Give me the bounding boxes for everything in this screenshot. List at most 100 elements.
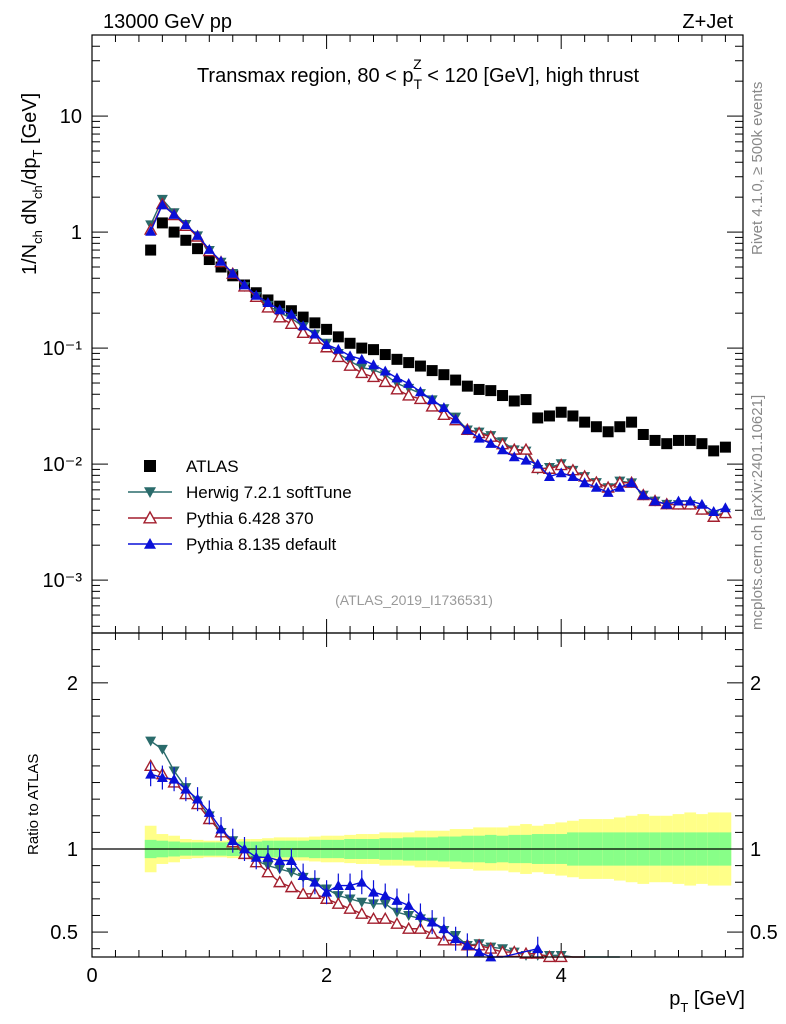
pythia-8-135-default-point — [708, 506, 720, 516]
pythia-6-428-370-ratio-point — [331, 896, 346, 909]
pythia-8-135-default-point — [532, 458, 544, 469]
atlas-point — [567, 410, 579, 422]
atlas-point — [508, 395, 520, 407]
rivet-version-label: Rivet 4.1.0, ≥ 500k events — [749, 82, 766, 255]
y-tick-label-main: 10 — [60, 106, 82, 128]
atlas-point — [321, 323, 333, 335]
atlas-point — [626, 416, 638, 428]
pythia-6-428-370-point — [343, 358, 357, 371]
pythia-8-135-default-point — [180, 219, 192, 230]
x-tick-label: 4 — [556, 965, 567, 987]
atlas-point — [684, 434, 696, 446]
pythia-8-135-default-ratio-point — [450, 933, 462, 944]
atlas-point — [168, 226, 180, 238]
atlas-point — [649, 434, 661, 446]
atlas-point — [426, 365, 438, 377]
x-axis-label: pT [GeV] — [669, 988, 745, 1015]
pythia-6-428-370-point — [718, 506, 733, 519]
ratio-panel-frame — [91, 632, 744, 958]
pythia-8-135-default-point — [227, 267, 239, 278]
legend-marker-herwig-7-2-1-softtune — [144, 487, 156, 498]
atlas-point — [391, 353, 403, 365]
pythia-6-428-370-point — [296, 326, 310, 339]
pythia-8-135-default-point — [262, 297, 274, 307]
atlas-point — [438, 369, 450, 381]
pythia-6-428-370-point — [378, 375, 392, 388]
pythia-8-135-default-point — [368, 359, 380, 370]
pythia-8-135-default-ratio-point — [426, 916, 438, 927]
pythia-6-428-370-point — [519, 442, 533, 455]
pythia-8-135-default-ratio-point — [274, 855, 286, 866]
pythia-8-135-default-ratio-point — [321, 886, 333, 897]
legend: ATLAS Herwig 7.2.1 softTune Pythia 6.428 3… — [128, 457, 352, 554]
pythia-8-135-default-point — [543, 471, 555, 482]
pythia-6-428-370-point — [402, 388, 416, 401]
pythia-8-135-default-ratio-point — [215, 823, 227, 834]
pythia-6-428-370-point — [284, 316, 299, 329]
pythia-6-428-370-point — [706, 509, 721, 522]
pythia-6-428-370-point — [413, 392, 428, 405]
pythia-8-135-default-point — [555, 467, 567, 478]
pythia-8-135-default-ratio-point — [227, 835, 239, 846]
x-tick-label: 2 — [321, 965, 332, 987]
pythia-8-135-default-point — [719, 502, 731, 513]
y-tick-label-main: 10⁻¹ — [43, 338, 83, 360]
pythia-8-135-default-ratio-point — [438, 923, 450, 934]
pythia-8-135-default-ratio-point — [262, 851, 274, 862]
pythia-8-135-default-point — [238, 279, 250, 290]
pythia-6-428-370-ratio-point — [343, 901, 357, 914]
pythia-8-135-default-point — [309, 328, 321, 339]
atlas-point — [661, 438, 673, 450]
atlas-point — [555, 406, 567, 418]
atlas-point — [192, 243, 204, 255]
pythia-8-135-default-point — [602, 486, 614, 497]
atlas-point — [379, 349, 391, 361]
pythia-6-428-370-point — [331, 350, 346, 363]
pythia-8-135-default-point — [332, 343, 344, 354]
pythia-8-135-default-point — [661, 498, 673, 509]
pythia-8-135-default-point — [497, 444, 509, 455]
pythia-8-135-default-ratio-point — [297, 870, 309, 880]
pythia-8-135-default-point — [285, 308, 297, 319]
atlas-point — [344, 337, 356, 349]
pythia-8-135-default-point — [684, 495, 696, 506]
atlas-point — [719, 441, 731, 453]
pythia-8-135-default-point — [614, 481, 626, 492]
atlas-point — [532, 412, 544, 424]
atlas-point — [614, 421, 626, 433]
pythia-8-135-default-point — [156, 199, 168, 210]
pythia-8-135-default-ratio-point — [356, 876, 368, 887]
pythia-8-135-default-ratio-point — [532, 943, 544, 954]
pythia-8-135-default-point — [473, 432, 485, 443]
ratio-y-axis-label: Ratio to ATLAS — [25, 754, 42, 855]
atlas-point — [309, 317, 321, 329]
pythia-6-428-370-ratio-point — [390, 916, 404, 929]
pythia-8-135-default-point — [356, 353, 368, 364]
y-tick-label-ratio: 0.5 — [50, 922, 78, 944]
y-tick-label-ratio-right: 1 — [750, 839, 761, 861]
atlas-point — [368, 344, 380, 356]
pythia-8-135-default-point — [590, 481, 602, 492]
pythia-8-135-default-ratio-point — [238, 843, 250, 854]
legend-label-atlas: ATLAS — [186, 457, 239, 476]
pythia-8-135-default-point — [321, 339, 333, 349]
pythia-8-135-default-point — [192, 229, 204, 240]
pythia-8-135-default-ratio-point — [461, 939, 473, 950]
atlas-point — [203, 254, 215, 266]
atlas-point — [602, 426, 614, 438]
y-tick-label-ratio: 2 — [67, 673, 78, 695]
pythia-8-135-default-ratio-point — [391, 895, 403, 905]
pythia-6-428-370-ratio-point — [378, 911, 392, 924]
herwig-7-2-1-softtune-ratio-point — [145, 736, 157, 747]
pythia-8-135-default-ratio-point — [473, 946, 485, 957]
pythia-8-135-default-point — [403, 378, 415, 388]
atlas-point — [672, 434, 684, 446]
pythia-6-428-370-point — [390, 382, 404, 395]
pythia-6-428-370-point — [366, 370, 381, 383]
pythia-8-135-default-point — [485, 438, 497, 448]
herwig-7-2-1-softtune-ratio-point — [356, 897, 368, 908]
atlas-point — [156, 217, 168, 229]
pythia-8-135-default-point — [274, 304, 286, 315]
process-label: Z+Jet — [682, 11, 733, 33]
